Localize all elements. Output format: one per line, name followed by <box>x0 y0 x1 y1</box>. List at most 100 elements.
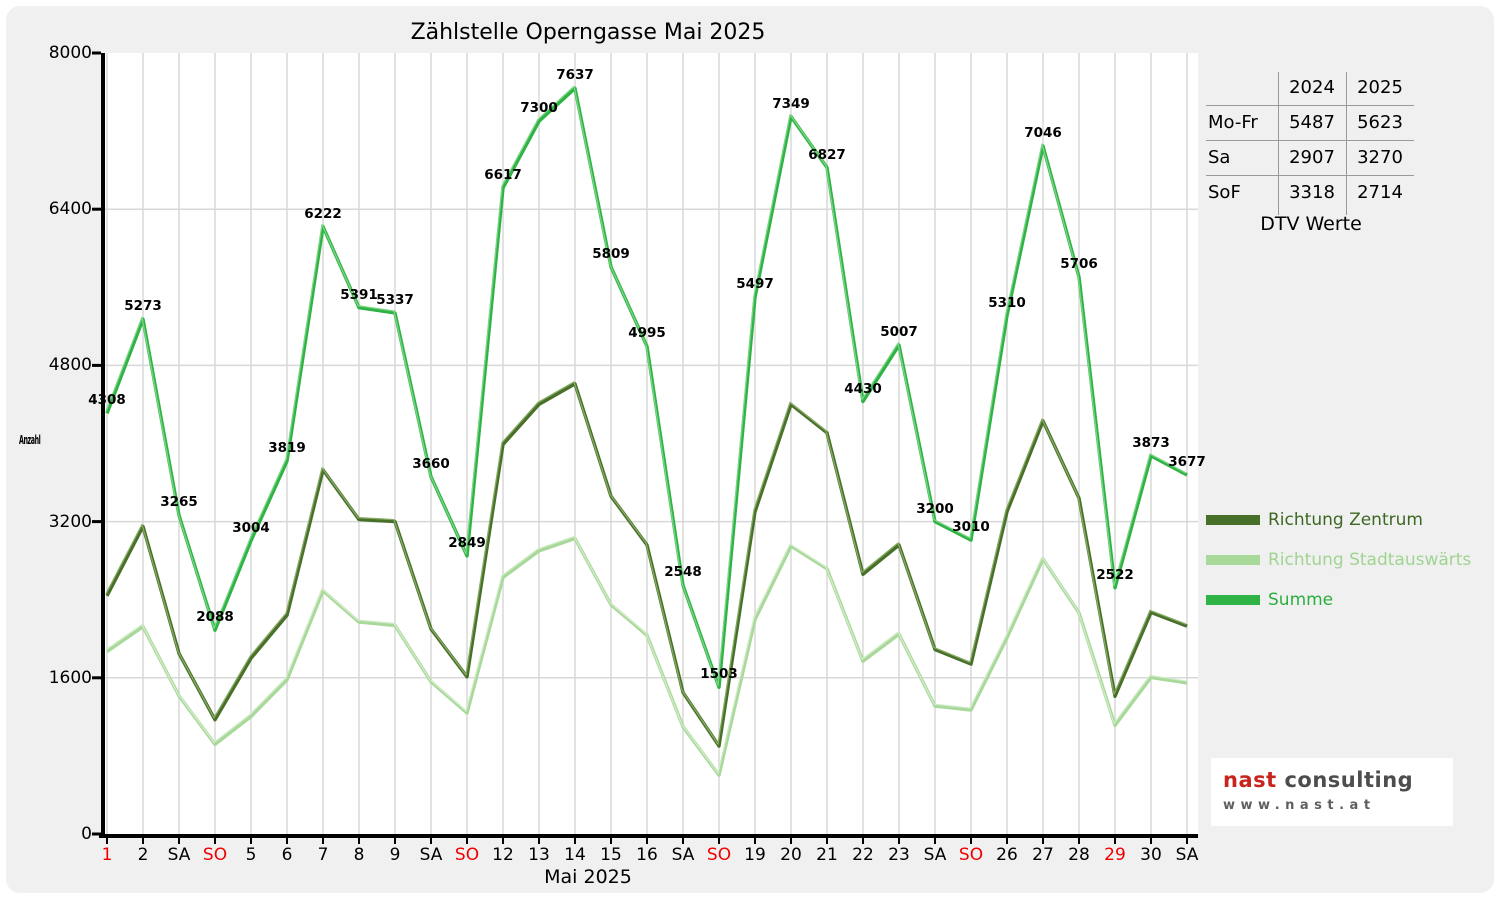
x-tick <box>142 838 144 844</box>
x-tick <box>898 838 900 844</box>
chart-legend: Richtung Zentrum Richtung Stadtauswärts … <box>1206 500 1471 620</box>
x-tick <box>1078 838 1080 844</box>
y-tick <box>92 207 101 211</box>
data-label-summe: 7637 <box>556 67 594 84</box>
x-tick-label: 21 <box>816 845 838 865</box>
table-col-2024: 2024 <box>1289 77 1335 98</box>
x-tick <box>430 838 432 844</box>
data-label-summe: 3677 <box>1168 454 1206 471</box>
logo-brand-primary: nast <box>1223 768 1277 792</box>
x-tick <box>610 838 612 844</box>
x-tick <box>322 838 324 844</box>
x-tick <box>1114 838 1116 844</box>
data-label-summe: 4995 <box>628 325 666 342</box>
x-tick <box>790 838 792 844</box>
row-label: SoF <box>1208 182 1241 203</box>
data-label-summe: 5273 <box>124 298 162 315</box>
y-tick-label: 8000 <box>48 43 92 63</box>
x-tick-label: 15 <box>600 845 622 865</box>
cell-value: 3318 <box>1289 182 1335 203</box>
legend-label: Summe <box>1268 590 1334 610</box>
data-label-summe: 2548 <box>664 564 702 581</box>
x-tick-label: 22 <box>852 845 874 865</box>
dtv-table: 2024 2025 Mo-Fr 5487 5623 Sa 2907 3270 S… <box>1206 70 1416 215</box>
table-row: Mo-Fr 5487 5623 <box>1206 105 1416 140</box>
table-header-row: 2024 2025 <box>1206 70 1416 105</box>
x-tick <box>1150 838 1152 844</box>
x-tick <box>1006 838 1008 844</box>
data-label-summe: 6222 <box>304 205 342 222</box>
line-chart <box>92 51 1198 844</box>
x-tick-label: 16 <box>636 845 658 865</box>
y-tick-label: 6400 <box>48 199 92 220</box>
data-label-summe: 5391 <box>340 286 378 303</box>
x-tick <box>646 838 648 844</box>
data-label-summe: 4308 <box>88 392 126 409</box>
x-tick-label: 1 <box>101 845 113 865</box>
table-divider <box>1206 140 1414 141</box>
x-tick <box>358 838 360 844</box>
legend-label: Richtung Stadtauswärts <box>1268 550 1472 570</box>
data-label-summe: 3004 <box>232 519 270 536</box>
x-tick-label: SA <box>419 845 443 865</box>
x-tick <box>682 838 684 844</box>
x-tick <box>286 838 288 844</box>
y-tick-label: 1600 <box>48 667 92 688</box>
legend-label: Richtung Zentrum <box>1268 510 1423 530</box>
data-label-summe: 5310 <box>988 294 1026 311</box>
data-label-summe: 7349 <box>772 95 810 112</box>
cell-value: 3270 <box>1357 147 1403 168</box>
data-label-summe: 5809 <box>592 245 630 262</box>
x-tick-label: SA <box>1175 845 1199 865</box>
x-tick <box>754 838 756 844</box>
x-tick <box>394 838 396 844</box>
data-label-summe: 3873 <box>1132 434 1170 451</box>
x-tick-label: 20 <box>780 845 802 865</box>
x-tick-label: 14 <box>564 845 586 865</box>
x-tick <box>970 838 972 844</box>
x-axis <box>99 834 1198 838</box>
logo-brand-secondary: consulting <box>1276 768 1414 792</box>
x-tick <box>250 838 252 844</box>
x-tick <box>862 838 864 844</box>
cell-value: 2714 <box>1357 182 1403 203</box>
x-tick-label: 19 <box>744 845 766 865</box>
cell-value: 5623 <box>1357 112 1403 133</box>
x-tick-label: 2 <box>137 845 149 865</box>
y-tick <box>92 520 101 524</box>
summe-swatch-icon <box>1206 595 1260 605</box>
zentrum-swatch-icon <box>1206 515 1260 525</box>
y-tick <box>92 676 101 680</box>
y-axis <box>101 53 105 838</box>
data-label-summe: 5007 <box>880 324 918 341</box>
x-tick-label: SO <box>202 845 228 865</box>
legend-item-summe: Summe <box>1206 580 1471 620</box>
logo-wordmark: nast consulting <box>1223 768 1413 792</box>
x-tick-label: 29 <box>1104 845 1126 865</box>
stadtauswaerts-swatch-icon <box>1206 555 1260 565</box>
x-tick-label: 5 <box>245 845 257 865</box>
row-label: Sa <box>1208 147 1231 168</box>
series-highlight-stadtauswaerts <box>105 535 1187 774</box>
x-tick <box>934 838 936 844</box>
x-tick-label: 27 <box>1032 845 1054 865</box>
cell-value: 2907 <box>1289 147 1335 168</box>
data-label-summe: 2088 <box>196 609 234 626</box>
x-tick-label: SO <box>706 845 732 865</box>
nast-consulting-logo[interactable]: nast consulting www.nast.at <box>1211 758 1453 826</box>
x-tick-label: SO <box>958 845 984 865</box>
x-tick <box>1186 838 1188 844</box>
data-label-summe: 2849 <box>448 534 486 551</box>
row-label: Mo-Fr <box>1208 112 1258 133</box>
data-label-summe: 6617 <box>484 167 522 183</box>
data-label-summe: 2522 <box>1096 566 1134 583</box>
x-tick-label: 28 <box>1068 845 1090 865</box>
series-highlight-zentrum <box>105 381 1187 745</box>
x-tick-label: 8 <box>353 845 365 865</box>
x-tick-label: 12 <box>492 845 514 865</box>
data-label-summe: 7300 <box>520 100 558 117</box>
x-tick <box>574 838 576 844</box>
data-label-summe: 3819 <box>268 440 306 457</box>
y-tick-label: 3200 <box>48 511 92 532</box>
table-divider <box>1206 175 1414 176</box>
